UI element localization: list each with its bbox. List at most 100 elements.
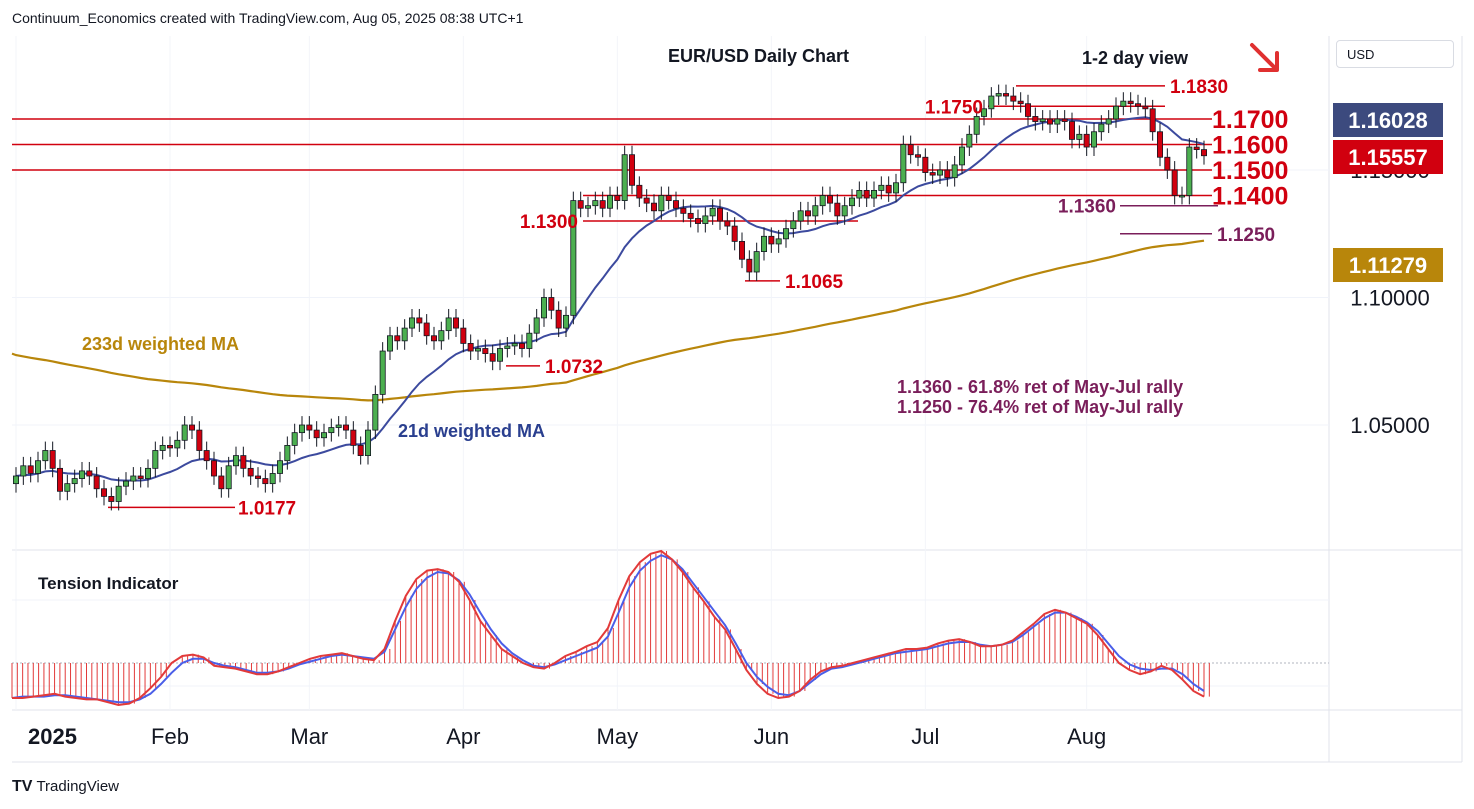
- candle-up: [951, 164, 958, 179]
- candle: [313, 421, 320, 447]
- annotated-level-label: 1.1250: [1217, 225, 1275, 246]
- candle: [533, 308, 540, 343]
- currency-selector[interactable]: USD: [1336, 40, 1454, 68]
- level-label: 1.1500: [1212, 157, 1288, 185]
- time-tick-label: May: [597, 724, 639, 749]
- candle: [1142, 97, 1149, 118]
- candle-down: [1069, 121, 1076, 140]
- candle-up: [225, 465, 232, 490]
- candle-up: [130, 475, 137, 482]
- down-arrow-icon: [1250, 43, 1279, 72]
- candle-down: [1149, 108, 1156, 133]
- candle-down: [86, 470, 93, 477]
- candle-up: [320, 432, 327, 439]
- candle-down: [1127, 100, 1134, 105]
- candle-up: [856, 189, 863, 199]
- candle-up: [123, 480, 130, 487]
- candle: [526, 324, 533, 358]
- candle: [717, 199, 724, 230]
- candle: [342, 416, 349, 440]
- candle: [702, 206, 709, 233]
- candle-down: [430, 335, 437, 342]
- candle-up: [35, 460, 42, 474]
- candle: [123, 472, 130, 496]
- candle: [724, 212, 731, 236]
- candle-up: [812, 205, 819, 217]
- candle: [467, 334, 474, 360]
- candle-up: [995, 93, 1002, 97]
- candle-down: [452, 317, 459, 329]
- candle: [254, 467, 261, 488]
- candle: [746, 250, 753, 281]
- candle-down: [489, 353, 496, 362]
- candle: [474, 339, 481, 360]
- candle-down: [687, 212, 694, 219]
- candle-up: [438, 330, 445, 342]
- candle-up: [159, 444, 166, 451]
- candle: [430, 326, 437, 350]
- candle-down: [1025, 103, 1032, 117]
- ma21-price-badge: [1333, 103, 1443, 137]
- candle-up: [408, 317, 415, 329]
- candle-down: [93, 475, 100, 490]
- candle-down: [203, 450, 210, 462]
- candle-up: [937, 169, 944, 176]
- candle: [152, 441, 159, 478]
- candle: [357, 436, 364, 465]
- candle-down: [1193, 146, 1200, 151]
- candle: [1135, 94, 1142, 116]
- current-price-badge: [1333, 140, 1443, 174]
- candle: [599, 191, 606, 218]
- ma21-label: 21d weighted MA: [398, 421, 545, 441]
- candle-up: [973, 116, 980, 135]
- candle-down: [695, 218, 702, 224]
- candle-down: [1017, 100, 1024, 105]
- candle: [108, 487, 115, 511]
- candle-up: [592, 200, 599, 207]
- candle-down: [196, 429, 203, 451]
- candle-down: [673, 200, 680, 209]
- tradingview-logo[interactable]: TV TradingView: [12, 778, 119, 796]
- candle: [790, 212, 797, 238]
- annotated-level-label: 1.1830: [1170, 77, 1228, 98]
- annotated-level-label: 1.1065: [785, 272, 844, 293]
- support-resistance-levels: [12, 85, 1218, 509]
- candle-down: [1135, 103, 1142, 107]
- candle-up: [181, 424, 188, 441]
- candle-up: [988, 95, 995, 110]
- candle-up: [966, 133, 973, 148]
- candle-down: [166, 444, 173, 449]
- candle-down: [254, 475, 261, 479]
- candle: [423, 314, 430, 345]
- candle: [988, 87, 995, 118]
- candle-up: [174, 439, 181, 449]
- candle-down: [423, 322, 430, 337]
- candle-down: [357, 444, 364, 456]
- candle: [658, 186, 665, 220]
- time-tick-label: Mar: [290, 724, 328, 749]
- candle-down: [834, 202, 841, 217]
- candle: [232, 446, 239, 475]
- candle: [166, 436, 173, 457]
- candle: [269, 464, 276, 493]
- level-label: 1.1400: [1212, 183, 1288, 211]
- candle: [174, 431, 181, 457]
- candle-up: [232, 455, 239, 467]
- annotated-level-label: 1.1300: [520, 212, 578, 233]
- candle-down: [394, 335, 401, 342]
- candle-up: [607, 195, 614, 209]
- candle-up: [541, 297, 548, 319]
- candle: [768, 227, 775, 253]
- candle: [12, 467, 19, 493]
- candle: [386, 326, 393, 360]
- candle: [130, 467, 137, 491]
- candle: [621, 145, 628, 210]
- candle: [651, 194, 658, 220]
- candle-down: [519, 342, 526, 349]
- candle-up: [893, 182, 900, 194]
- candle-up: [790, 220, 797, 230]
- candle-up: [1179, 195, 1186, 198]
- candle: [79, 461, 86, 488]
- candle: [416, 308, 423, 332]
